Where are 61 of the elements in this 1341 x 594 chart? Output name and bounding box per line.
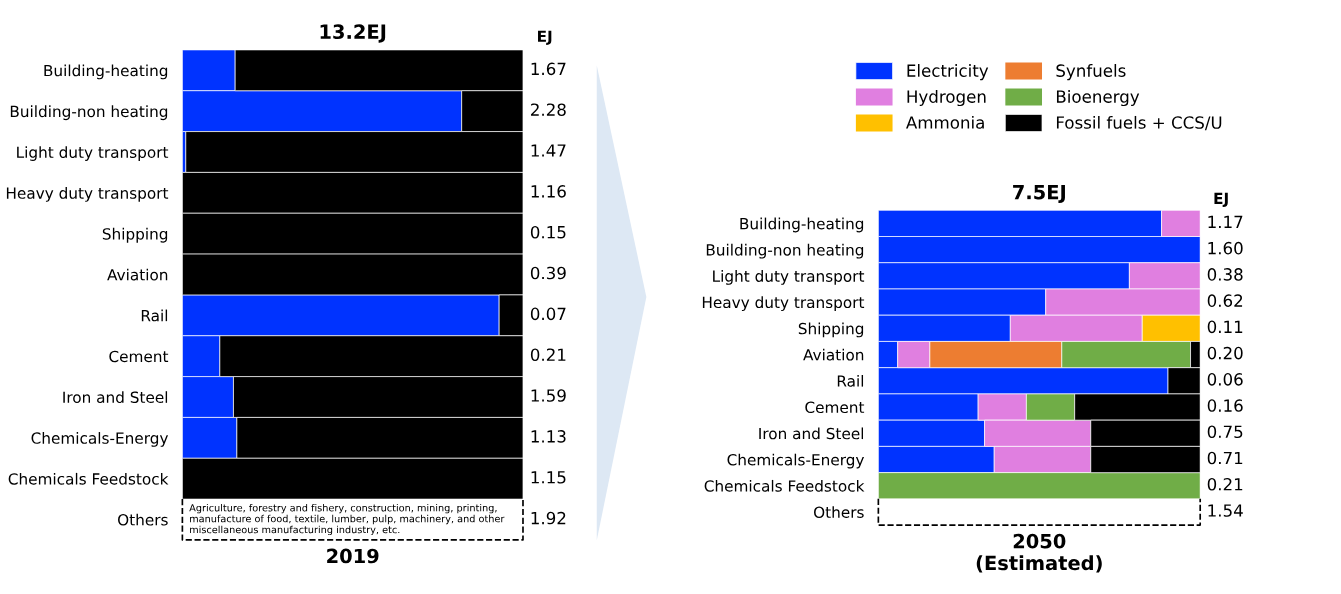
y-tick-label: Aviation: [803, 348, 864, 361]
y-tick-label: Heavy duty transport: [6, 187, 169, 202]
y-tick-label: Cement: [805, 401, 865, 414]
text: 1.59: [531, 389, 566, 402]
y-tick-label: Rail: [837, 375, 864, 387]
y2-axis-title: EJ: [1214, 192, 1228, 208]
text: 0.11: [1207, 320, 1243, 334]
y-tick-label: Others: [118, 513, 168, 526]
y-tick-label: Others: [813, 506, 864, 518]
y-tick-label: Chemicals-Energy: [727, 453, 865, 469]
y-tick-label: Building-heating: [740, 217, 864, 233]
y-tick-label: Chemicals Feedstock: [704, 479, 865, 492]
text: 1.92: [531, 511, 566, 525]
y-tick-label: Light duty transport: [713, 270, 865, 285]
text: 1.67: [531, 62, 566, 76]
y-tick-label: Building-heating: [44, 64, 168, 80]
text: 0.21: [1207, 477, 1243, 491]
annotation: Agriculture, forestry and fishery, construction, mining, printing, manufacture of food, textile, lumber, pulp, machinery, and other miscellaneous manufacturing industry, etc.: [189, 503, 505, 536]
text: 1.13: [531, 430, 566, 443]
chart-title: 7.5EJ: [1013, 184, 1065, 204]
legend-label: Fossil fuels + CCS/U: [1056, 115, 1222, 131]
text: 0.62: [1207, 294, 1243, 307]
y2-axis-title: EJ: [538, 30, 552, 45]
text: 1.60: [1208, 241, 1243, 255]
text: 1.15: [531, 471, 566, 484]
x-axis-title: 2019: [327, 548, 379, 564]
text: 0.75: [1207, 425, 1243, 439]
y-tick-label: Chemicals Feedstock: [8, 472, 169, 485]
text: 0.38: [1207, 268, 1243, 281]
text: 0.20: [1207, 346, 1243, 360]
text: 0.15: [530, 225, 566, 239]
y-tick-label: Iron and Steel: [63, 391, 168, 404]
text: 2.28: [531, 103, 566, 116]
legend-label: Bioenergy: [1056, 89, 1140, 107]
legend-label: Hydrogen: [907, 89, 986, 107]
text: 0.16: [1207, 399, 1243, 412]
text: 0.21: [530, 348, 566, 362]
text: 0.71: [1207, 451, 1243, 465]
y-tick-label: Rail: [141, 309, 168, 322]
y-tick-label: Building-non heating: [10, 105, 168, 121]
text: 1.17: [1208, 215, 1243, 228]
y-tick-label: Shipping: [102, 227, 168, 243]
chart-title: 13.2EJ: [320, 24, 386, 43]
y-tick-label: Shipping: [798, 322, 864, 338]
y-tick-label: Building-non heating: [706, 243, 864, 259]
y-tick-label: Cement: [109, 350, 169, 363]
y-tick-label: Light duty transport: [17, 146, 169, 161]
legend-label: Ammonia: [906, 115, 984, 129]
text: 1.47: [531, 144, 566, 157]
legend-label: Synfuels: [1056, 64, 1126, 81]
y-tick-label: Heavy duty transport: [702, 296, 865, 312]
text: 1.16: [531, 185, 566, 198]
y-tick-label: Aviation: [107, 268, 168, 281]
x-axis-title: 2050 (Estimated): [976, 533, 1102, 573]
text: 1.54: [1208, 504, 1243, 517]
y-tick-label: Iron and Steel: [759, 427, 864, 440]
text: 0.07: [530, 307, 566, 321]
legend-label: Electricity: [907, 64, 989, 81]
y-tick-label: Chemicals-Energy: [31, 432, 169, 447]
text: 0.06: [1207, 373, 1243, 386]
text: 0.39: [530, 266, 566, 280]
